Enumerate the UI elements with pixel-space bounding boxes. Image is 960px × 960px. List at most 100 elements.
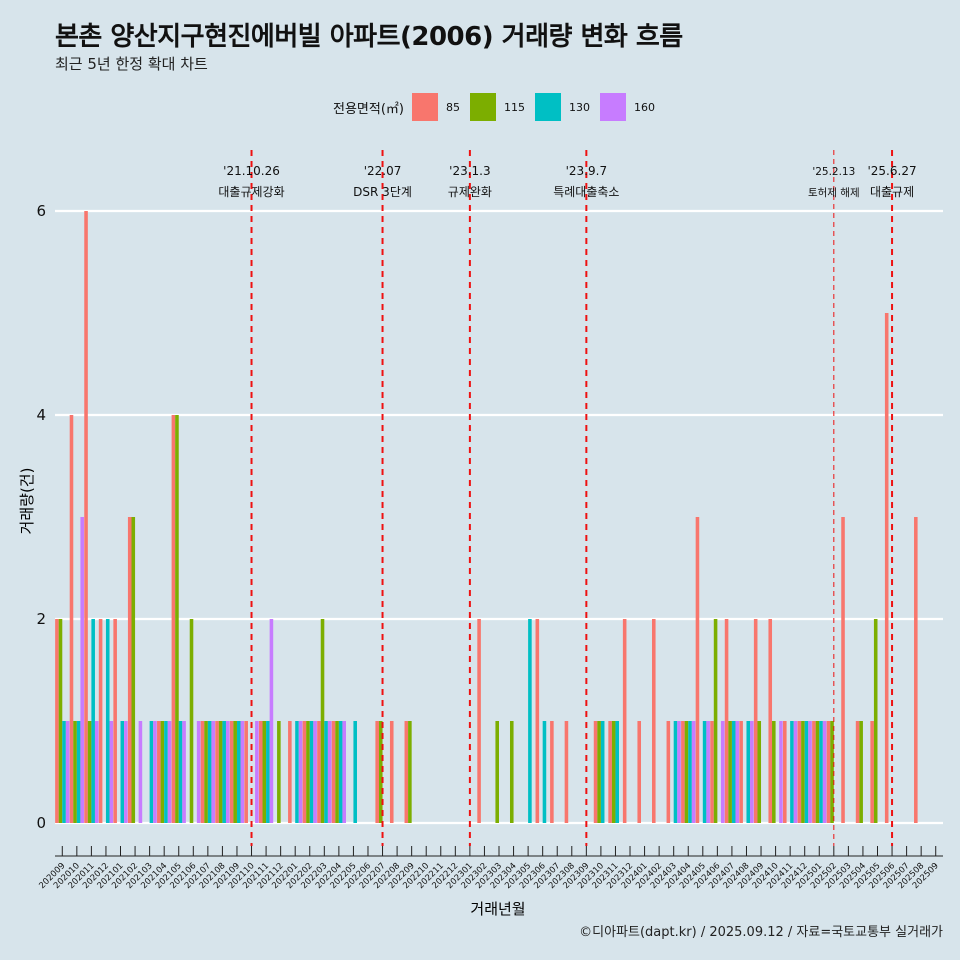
bar-202109-160 (240, 721, 245, 823)
bar-202311-85 (608, 721, 612, 823)
bar-202011-160 (94, 721, 99, 823)
legend-item-130: 130 (534, 93, 590, 121)
bar-202503-85 (841, 517, 845, 823)
bar-202108-115 (218, 721, 223, 823)
annotations: '21.10.26 대출규제강화 '22.07 DSR 3단계 '23.1.3 규제완화 '… (218, 150, 917, 846)
bar-202105-130 (178, 721, 183, 823)
bar-202104-130 (164, 721, 168, 823)
bar-202504-85 (855, 721, 860, 823)
bar-202402-85 (651, 619, 656, 823)
annotation-date-202207: '22.07 (364, 164, 402, 178)
annotation-date-202301: '23.1.3 (449, 164, 490, 178)
bar-202404-130 (688, 721, 692, 823)
legend: 전용면적(㎡) 85 115 130 160 (333, 92, 665, 122)
bar-202010-160 (80, 517, 84, 823)
legend-swatch-85 (411, 93, 438, 121)
bar-202009-160 (65, 721, 70, 823)
bar-202209-115 (408, 721, 412, 823)
bar-202407-115 (728, 721, 732, 823)
bar-202403-85 (666, 721, 671, 823)
bar-202504-115 (859, 721, 863, 823)
x-axis-label: 거래년월 (470, 900, 525, 918)
bar-202010-130 (76, 721, 81, 823)
bar-202501-85 (812, 721, 816, 823)
bar-202209-85 (404, 721, 409, 823)
bar-202501-160 (822, 721, 827, 823)
bar-202306-130 (542, 721, 547, 823)
bar-202306-85 (535, 619, 540, 823)
bar-202205-130 (353, 721, 357, 823)
bar-202110-85 (244, 721, 248, 823)
bar-202406-85 (710, 721, 714, 823)
bar-202101-160 (124, 721, 128, 823)
bar-202501-130 (819, 721, 823, 823)
bar-202009-85 (55, 619, 59, 823)
bar-202108-160 (225, 721, 230, 823)
bar-202012-85 (98, 619, 103, 823)
bar-202409-115 (757, 721, 762, 823)
y-axis-label: 거래량(건) (18, 468, 36, 535)
bar-202108-130 (222, 721, 226, 823)
y-tick-label-0: 0 (36, 814, 46, 832)
bar-202011-130 (91, 619, 95, 823)
bar-202105-115 (175, 415, 179, 823)
bar-202311-130 (615, 721, 620, 823)
annotation-date-202110: '21.10.26 (223, 164, 280, 178)
bar-202111-130 (266, 721, 270, 823)
legend-label-115: 115 (503, 100, 525, 114)
bar-202505-115 (873, 619, 878, 823)
annotation-date-202502: '25.2.13 (812, 166, 855, 178)
bar-202104-160 (167, 721, 172, 823)
bar-202405-130 (702, 721, 707, 823)
bar-202010-115 (73, 721, 77, 823)
bar-202109-130 (236, 721, 241, 823)
bar-202201-130 (295, 721, 299, 823)
bar-202105-160 (182, 721, 186, 823)
bar-202303-115 (495, 721, 499, 823)
bar-202202-130 (309, 721, 314, 823)
bar-202105-85 (171, 415, 176, 823)
y-tick-label-6: 6 (36, 202, 46, 220)
legend-item-160: 160 (599, 93, 655, 121)
bar-202110-160 (255, 721, 259, 823)
bar-202403-160 (677, 721, 681, 823)
bar-202103-160 (153, 721, 157, 823)
source-caption: ©디아파트(dapt.kr) / 2025.09.12 / 자료=국토교통부 실… (579, 925, 943, 940)
bar-202207-85 (375, 721, 379, 823)
legend-swatch-130 (534, 93, 561, 121)
annotation-date-202506: '25.6.27 (867, 164, 916, 178)
bar-202202-160 (313, 721, 317, 823)
bar-202411-85 (783, 721, 787, 823)
annotation-date-202309: '23.9.7 (566, 164, 607, 178)
bar-202207-115 (378, 721, 383, 823)
bar-202201-85 (288, 721, 292, 823)
annotation-text-202207: DSR 3단계 (353, 185, 412, 199)
bar-202410-115 (772, 721, 776, 823)
bar-202202-115 (306, 721, 310, 823)
y-tick-label-2: 2 (36, 610, 46, 628)
bar-202107-130 (207, 721, 212, 823)
annotation-text-202309: 특례대출축소 (553, 185, 619, 199)
bar-202310-115 (597, 721, 601, 823)
annotation-text-202301: 규제완화 (448, 185, 492, 199)
bar-202411-130 (790, 721, 794, 823)
bar-202106-115 (189, 619, 194, 823)
bar-202111-85 (258, 721, 263, 823)
bar-202009-130 (62, 721, 66, 823)
bar-202407-130 (731, 721, 736, 823)
chart-title: 본촌 양산지구현진에버빌 아파트(2006) 거래량 변화 흐름 (55, 22, 683, 52)
bar-202508-85 (914, 517, 918, 823)
bar-202304-115 (509, 721, 514, 823)
bar-202107-115 (204, 721, 208, 823)
bar-202106-160 (196, 721, 201, 823)
bar-202408-160 (750, 721, 754, 823)
bar-202107-85 (200, 721, 205, 823)
bar-202302-85 (477, 619, 481, 823)
bar-202406-115 (713, 619, 718, 823)
bar-202502-85 (826, 721, 831, 823)
bar-202410-160 (779, 721, 783, 823)
legend-swatch-115 (469, 93, 496, 121)
bar-202405-160 (706, 721, 710, 823)
bar-202011-85 (84, 211, 88, 823)
legend-title: 전용면적(㎡) (333, 101, 404, 117)
